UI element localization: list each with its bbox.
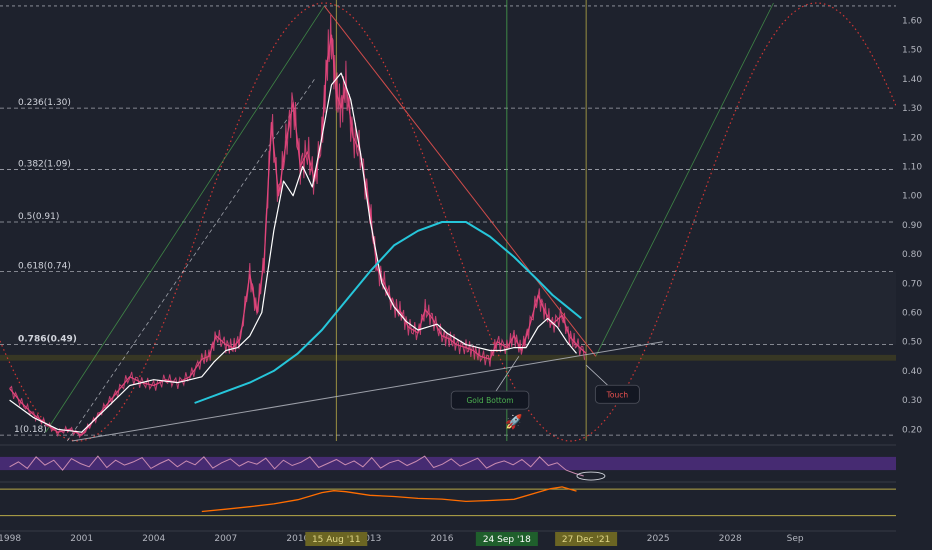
channel-line — [45, 5, 325, 433]
y-tick-label: 1.60 — [902, 17, 922, 27]
channel-line — [595, 2, 774, 357]
y-tick-label: 0.80 — [902, 250, 922, 260]
rocket-icon: 🚀 — [505, 413, 523, 430]
x-marker-badge — [305, 532, 368, 546]
callout-label: Gold Bottom — [466, 396, 513, 405]
x-marker-label: 27 Dec '21 — [562, 535, 611, 545]
smoothed-series-line — [9, 72, 577, 433]
y-tick-label: 1.30 — [902, 104, 922, 114]
x-tick-label: Sep — [787, 534, 804, 544]
x-marker-badge — [555, 532, 618, 546]
y-tick-label: 0.60 — [902, 309, 922, 319]
x-tick-label: 2004 — [142, 534, 165, 544]
y-tick-label: 1.40 — [902, 75, 922, 85]
support-zone — [0, 354, 896, 361]
y-tick-label: 0.20 — [902, 425, 922, 435]
fib-level-label: 0.618(0.74) — [18, 262, 71, 272]
x-tick-label: 2010 — [286, 534, 309, 544]
cycle-sine-wave — [0, 2, 896, 442]
rsi-line — [9, 455, 584, 477]
fib-level-label: 0.786(0.49) — [18, 335, 77, 345]
y-tick-label: 0.70 — [902, 279, 922, 289]
support-trendline — [71, 341, 664, 442]
price-plot: 0.236(1.30) 0.382(1.09) 0.5(0.91) 0.618(0.7… — [0, 0, 896, 442]
fib-level-label: 0.5(0.91) — [18, 212, 59, 222]
y-tick-label: 1.50 — [902, 46, 922, 56]
price-series-noise — [9, 14, 585, 439]
moving-average-line — [194, 221, 582, 404]
resistance-line — [323, 5, 597, 357]
y-tick-label: 0.40 — [902, 367, 922, 377]
price-axis[interactable]: 1.60 1.50 1.40 1.30 1.20 1.10 1.00 0.90 0.80 0.70… — [896, 0, 932, 550]
rsi-band — [0, 456, 896, 471]
time-axis[interactable]: 1998200120042007201020132016201920222025… — [0, 530, 896, 546]
y-tick-label: 0.90 — [902, 221, 922, 231]
y-tick-label: 0.30 — [902, 396, 922, 406]
x-marker-label: 15 Aug '11 — [312, 535, 361, 545]
callout-label: Touch — [606, 390, 629, 399]
price-pane[interactable]: 0.236(1.30) 0.382(1.09) 0.5(0.91) 0.618(0.7… — [0, 0, 896, 442]
y-tick-label: 0.50 — [902, 338, 922, 348]
y-tick-label: 1.10 — [902, 163, 922, 173]
fib-level-label: 0.236(1.30) — [18, 98, 71, 108]
y-tick-label: 1.20 — [902, 133, 922, 143]
rsi-highlight-ellipse — [576, 471, 606, 481]
x-tick-label: 2001 — [70, 534, 93, 544]
callout-box — [594, 384, 640, 404]
x-tick-label: 2028 — [719, 534, 742, 544]
x-marker-label: 24 Sep '18 — [483, 535, 531, 545]
fib-level-label: 1(0.18) — [14, 425, 47, 435]
x-tick-label: 2013 — [358, 534, 381, 544]
x-tick-label: 2007 — [214, 534, 237, 544]
lower-indicator-line — [201, 486, 577, 513]
x-marker-badge — [475, 532, 538, 546]
y-tick-label: 1.00 — [902, 192, 922, 202]
axis-background — [896, 0, 932, 550]
x-tick-label: 2025 — [647, 534, 670, 544]
fib-level-label: 0.382(1.09) — [18, 159, 71, 169]
x-tick-label: 2016 — [431, 534, 454, 544]
callout-box — [450, 390, 530, 410]
fib-shade — [0, 271, 896, 345]
x-tick-label: 1998 — [0, 534, 21, 544]
